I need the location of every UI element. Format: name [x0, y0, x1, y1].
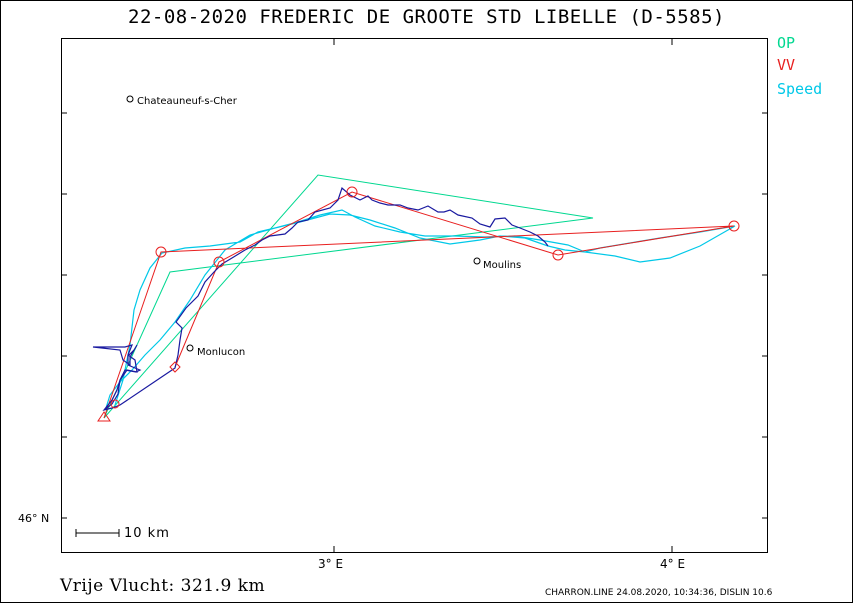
town-label-monlucon: Monlucon: [197, 347, 246, 358]
town-label-chateauneuf: Chateauneuf-s-Cher: [137, 96, 237, 107]
legend-op: OP: [777, 34, 796, 52]
speed-route-line: [105, 209, 736, 409]
software-credit: CHARRON.LINE 24.08.2020, 10:34:36, DISLI…: [545, 588, 773, 598]
lon-ticks: [333, 39, 673, 552]
turnpoints: [97, 186, 740, 422]
distance-summary: Vrije Vlucht: 321.9 km: [60, 576, 266, 596]
lat-ticks: [61, 112, 768, 519]
scale-label: 10 km: [124, 526, 170, 541]
finish-diamond: [169, 361, 181, 373]
plot-frame: [61, 38, 768, 553]
lon-axis-label-3e: 3° E: [318, 557, 344, 571]
lon-axis-label-4e: 4° E: [660, 557, 686, 571]
legend-speed: Speed: [777, 80, 823, 98]
flight-track: [92, 186, 549, 412]
town-markers: [126, 95, 481, 352]
vv-route-line: [103, 191, 735, 419]
legend-vv: VV: [777, 56, 796, 74]
start-triangle: [97, 411, 111, 422]
lat-axis-label: 46° N: [18, 512, 50, 525]
town-label-moulins: Moulins: [483, 260, 522, 271]
op-task-line: [103, 174, 594, 419]
page-title: 22-08-2020 FREDERIC DE GROOTE STD LIBELL…: [128, 6, 725, 28]
scale-bar: [75, 529, 120, 537]
